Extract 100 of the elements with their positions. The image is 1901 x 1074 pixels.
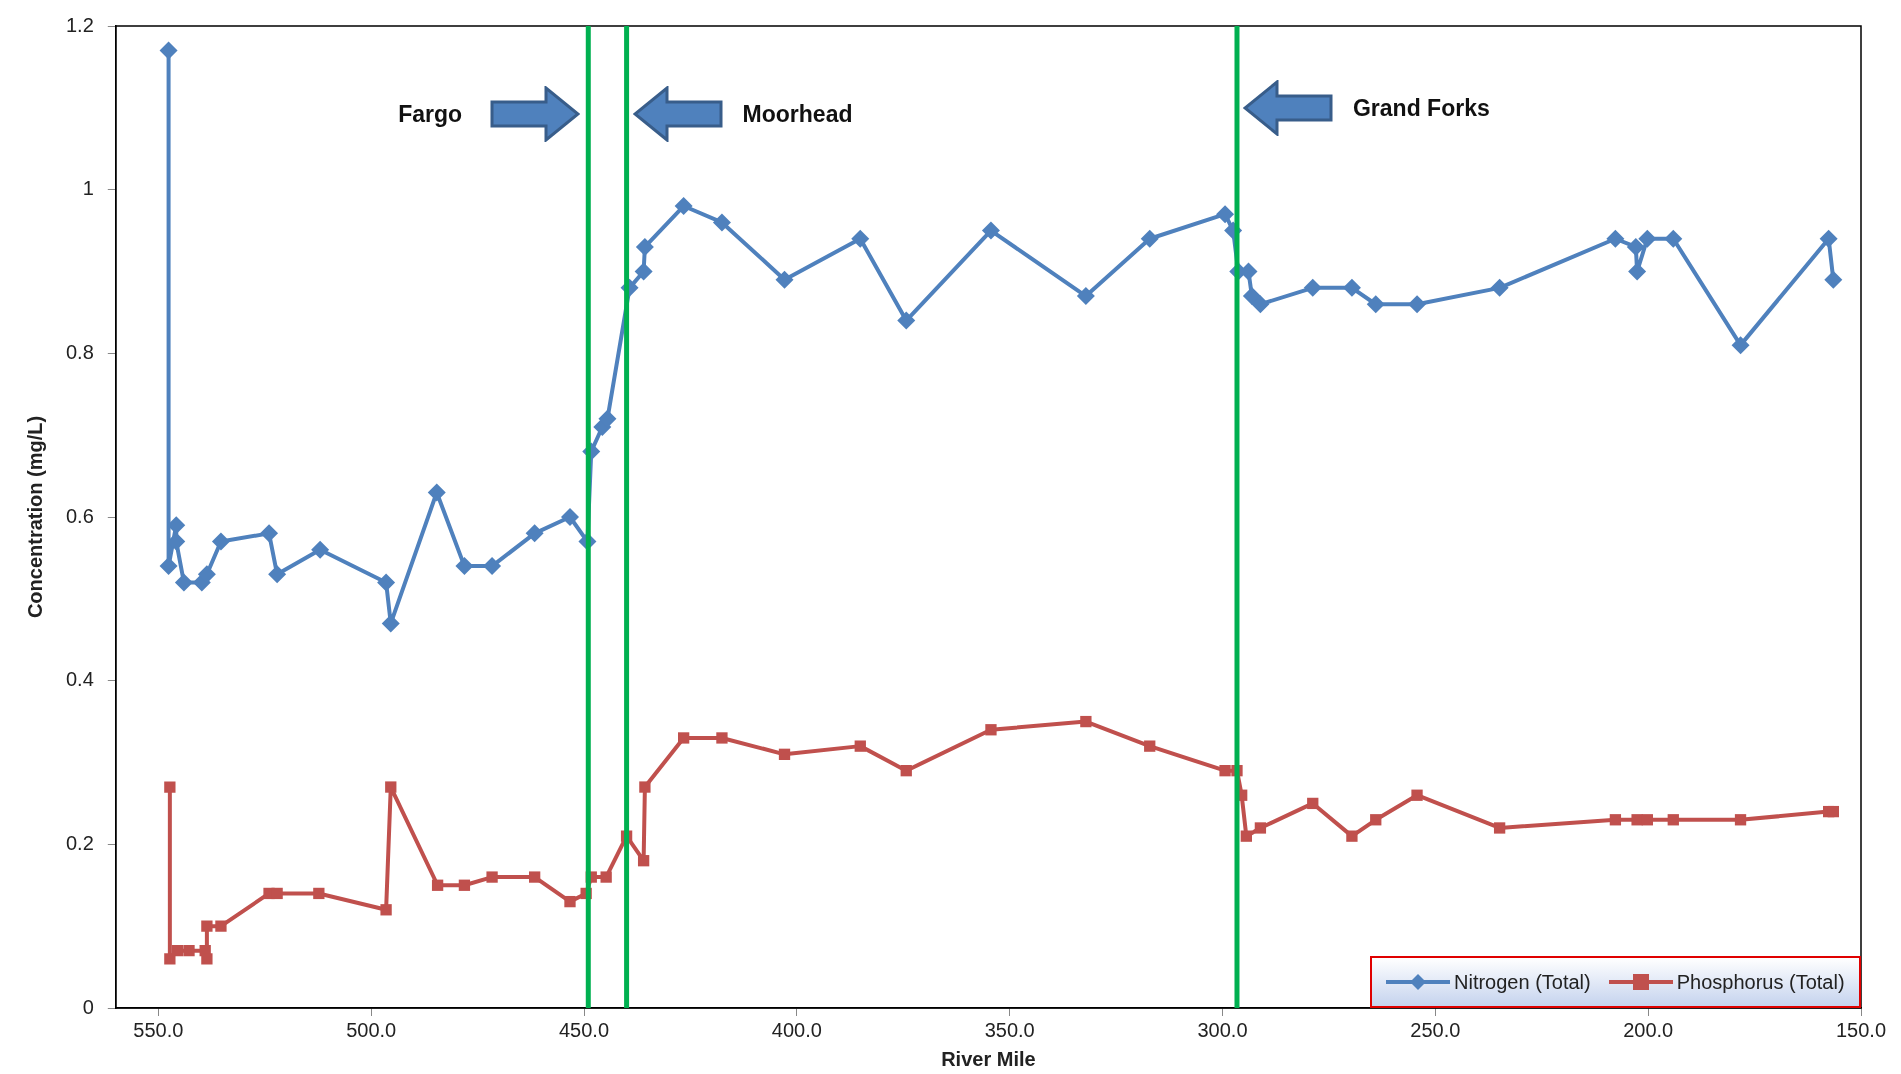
point bbox=[854, 740, 866, 752]
point bbox=[486, 871, 498, 883]
legend-label: Nitrogen (Total) bbox=[1454, 970, 1591, 994]
point bbox=[1216, 205, 1235, 224]
point bbox=[164, 781, 176, 793]
point bbox=[1628, 262, 1647, 281]
point bbox=[1346, 830, 1358, 842]
point bbox=[528, 871, 541, 883]
point bbox=[1342, 278, 1361, 297]
point bbox=[600, 871, 612, 883]
x-tick-label: 400.0 bbox=[771, 1018, 822, 1041]
y-tick-label: 0 bbox=[82, 995, 94, 1018]
point bbox=[1819, 229, 1838, 248]
point bbox=[211, 532, 230, 551]
point bbox=[1493, 822, 1506, 834]
point bbox=[1307, 797, 1319, 810]
point bbox=[431, 879, 444, 891]
point bbox=[201, 920, 213, 932]
point bbox=[1638, 229, 1657, 248]
annotation: Grand Forks bbox=[1352, 94, 1490, 122]
point bbox=[159, 557, 178, 576]
point bbox=[260, 524, 279, 543]
point bbox=[427, 483, 446, 502]
point bbox=[483, 557, 502, 576]
annotation: Moorhead bbox=[742, 100, 853, 128]
point bbox=[215, 920, 227, 932]
point bbox=[1609, 814, 1622, 826]
point bbox=[455, 557, 474, 576]
legend-label: Phosphorus (Total) bbox=[1676, 970, 1845, 994]
point bbox=[560, 508, 579, 526]
point bbox=[1219, 765, 1231, 777]
point bbox=[1251, 295, 1270, 314]
x-tick-label: 350.0 bbox=[984, 1018, 1035, 1041]
point bbox=[313, 887, 325, 900]
point bbox=[271, 887, 283, 900]
point bbox=[1140, 229, 1159, 248]
point bbox=[1144, 740, 1156, 752]
point bbox=[1731, 336, 1750, 355]
point bbox=[985, 724, 997, 736]
point bbox=[164, 953, 176, 965]
point bbox=[981, 221, 1000, 240]
point bbox=[1254, 822, 1267, 834]
x-tick-label: 250.0 bbox=[1410, 1018, 1461, 1041]
y-tick-label: 0.2 bbox=[65, 831, 94, 854]
point bbox=[525, 524, 544, 543]
y-tick-label: 0.6 bbox=[65, 504, 94, 527]
annotation: Fargo bbox=[398, 100, 463, 128]
point bbox=[674, 197, 693, 216]
point bbox=[716, 732, 728, 744]
point bbox=[1366, 295, 1385, 314]
point bbox=[201, 953, 213, 965]
point bbox=[183, 945, 195, 957]
point bbox=[635, 237, 654, 256]
point bbox=[1626, 237, 1645, 256]
point bbox=[385, 781, 397, 793]
point bbox=[380, 904, 392, 916]
point bbox=[598, 409, 617, 428]
point bbox=[1242, 287, 1261, 306]
x-tick-label: 450.0 bbox=[559, 1018, 610, 1041]
x-tick-label: 300.0 bbox=[1197, 1018, 1248, 1041]
point bbox=[775, 270, 794, 289]
point bbox=[1641, 814, 1653, 826]
point bbox=[268, 565, 287, 584]
point bbox=[1080, 715, 1092, 728]
point bbox=[637, 855, 650, 867]
point bbox=[1667, 814, 1679, 826]
point bbox=[677, 732, 690, 744]
point bbox=[1664, 229, 1683, 248]
point bbox=[1606, 229, 1625, 248]
point bbox=[778, 748, 791, 760]
point bbox=[1370, 814, 1382, 826]
point bbox=[1631, 814, 1643, 826]
x-tick-label: 150.0 bbox=[1835, 1018, 1887, 1041]
y-tick-label: 1 bbox=[82, 177, 94, 200]
point bbox=[1240, 830, 1253, 842]
point bbox=[1303, 278, 1322, 297]
point bbox=[171, 945, 184, 957]
x-tick-label: 200.0 bbox=[1623, 1018, 1674, 1041]
point bbox=[851, 229, 870, 248]
y-tick-label: 0.4 bbox=[65, 668, 94, 691]
point bbox=[458, 879, 471, 891]
y-tick-label: 1.2 bbox=[65, 13, 94, 36]
point bbox=[1827, 805, 1839, 818]
point bbox=[897, 311, 916, 330]
point bbox=[1824, 270, 1843, 289]
point bbox=[900, 765, 912, 777]
point bbox=[159, 41, 178, 60]
point bbox=[311, 540, 330, 559]
point bbox=[564, 895, 576, 908]
point bbox=[1408, 295, 1427, 314]
x-tick-label: 550.0 bbox=[133, 1018, 184, 1041]
point bbox=[1734, 814, 1747, 826]
point bbox=[634, 262, 653, 281]
point bbox=[1490, 278, 1509, 297]
point bbox=[1411, 789, 1423, 801]
point bbox=[712, 213, 731, 232]
y-axis-title: Concentration (mg/L) bbox=[23, 415, 46, 619]
point bbox=[639, 781, 651, 793]
x-axis-title: River Mile bbox=[941, 1047, 1036, 1070]
point bbox=[1076, 287, 1095, 306]
